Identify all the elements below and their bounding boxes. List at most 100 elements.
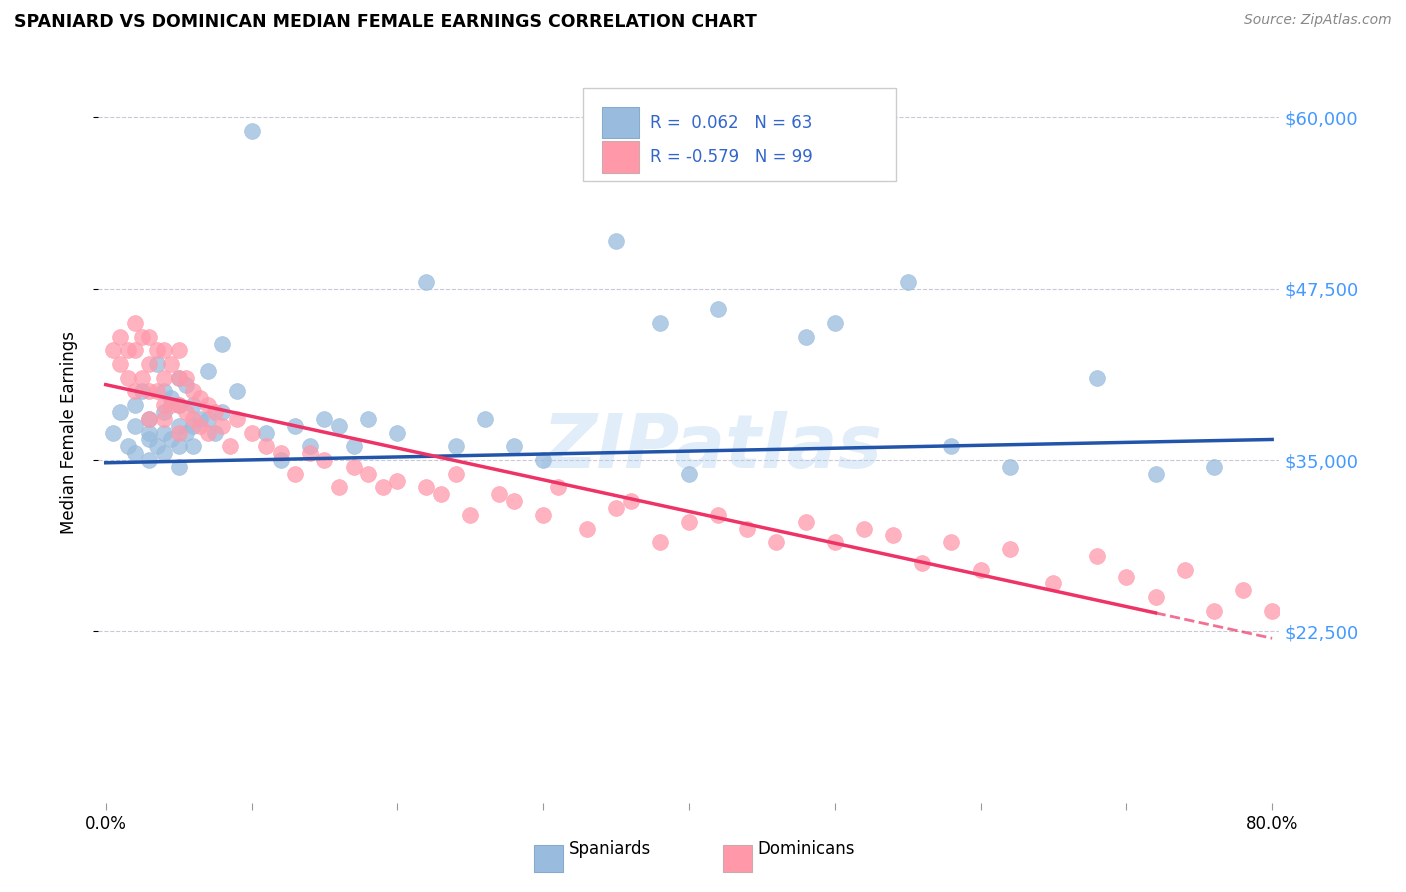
Point: [1319, 597, 1341, 611]
Point: [941, 535, 963, 549]
Point: [153, 343, 176, 358]
Point: [488, 487, 510, 501]
Point: [387, 425, 409, 440]
Text: Dominicans: Dominicans: [758, 840, 855, 858]
Point: [190, 418, 212, 433]
Point: [1202, 459, 1225, 474]
Point: [678, 467, 700, 481]
Point: [342, 439, 364, 453]
Point: [648, 535, 671, 549]
Y-axis label: Median Female Earnings: Median Female Earnings: [59, 331, 77, 534]
Point: [138, 329, 160, 343]
Point: [678, 515, 700, 529]
Point: [911, 556, 934, 570]
Point: [298, 446, 321, 460]
Point: [415, 480, 437, 494]
Point: [882, 528, 904, 542]
Point: [145, 343, 167, 358]
Point: [605, 234, 627, 248]
Point: [153, 371, 176, 385]
Point: [160, 433, 183, 447]
Point: [1174, 563, 1197, 577]
Point: [124, 343, 146, 358]
Point: [131, 371, 153, 385]
Point: [648, 316, 671, 330]
FancyBboxPatch shape: [534, 845, 562, 872]
Text: R =  0.062   N = 63: R = 0.062 N = 63: [650, 114, 813, 132]
Point: [240, 124, 263, 138]
Point: [1144, 467, 1167, 481]
Point: [131, 384, 153, 399]
Point: [124, 418, 146, 433]
Point: [181, 439, 204, 453]
Point: [138, 384, 160, 399]
Point: [1348, 632, 1371, 646]
Point: [270, 446, 292, 460]
Point: [181, 398, 204, 412]
Point: [531, 453, 554, 467]
Point: [197, 398, 219, 412]
Point: [941, 439, 963, 453]
Point: [897, 275, 920, 289]
Point: [1085, 549, 1108, 563]
Point: [167, 398, 190, 412]
Point: [153, 425, 176, 440]
Text: R = -0.579   N = 99: R = -0.579 N = 99: [650, 148, 813, 166]
Point: [474, 412, 496, 426]
Point: [197, 412, 219, 426]
Point: [145, 384, 167, 399]
Point: [794, 329, 817, 343]
Point: [167, 371, 190, 385]
Point: [145, 357, 167, 371]
Point: [735, 522, 758, 536]
Point: [1144, 590, 1167, 604]
Point: [204, 425, 226, 440]
Point: [190, 412, 212, 426]
Point: [1291, 617, 1313, 632]
Point: [197, 364, 219, 378]
Point: [124, 398, 146, 412]
Point: [138, 412, 160, 426]
Point: [153, 405, 176, 419]
Point: [254, 425, 277, 440]
Point: [1115, 569, 1137, 583]
Point: [167, 398, 190, 412]
Point: [211, 405, 233, 419]
Point: [174, 371, 197, 385]
Point: [430, 487, 453, 501]
Point: [167, 343, 190, 358]
Point: [138, 453, 160, 467]
Point: [824, 316, 846, 330]
Point: [1085, 371, 1108, 385]
Point: [110, 357, 132, 371]
Point: [1202, 604, 1225, 618]
Point: [138, 357, 160, 371]
Point: [167, 459, 190, 474]
Point: [167, 418, 190, 433]
Point: [707, 508, 730, 522]
Point: [110, 329, 132, 343]
Point: [270, 453, 292, 467]
FancyBboxPatch shape: [602, 142, 640, 172]
Point: [852, 522, 875, 536]
Point: [101, 425, 124, 440]
Point: [160, 398, 183, 412]
Point: [444, 439, 467, 453]
Point: [998, 459, 1021, 474]
Point: [444, 467, 467, 481]
Point: [174, 405, 197, 419]
Point: [503, 494, 526, 508]
Point: [998, 542, 1021, 557]
Point: [211, 418, 233, 433]
Point: [531, 508, 554, 522]
Point: [328, 418, 350, 433]
Point: [284, 418, 307, 433]
Point: [153, 384, 176, 399]
Point: [226, 412, 249, 426]
Point: [298, 439, 321, 453]
Point: [226, 384, 249, 399]
FancyBboxPatch shape: [723, 845, 752, 872]
Point: [145, 439, 167, 453]
Point: [969, 563, 991, 577]
Point: [117, 343, 139, 358]
